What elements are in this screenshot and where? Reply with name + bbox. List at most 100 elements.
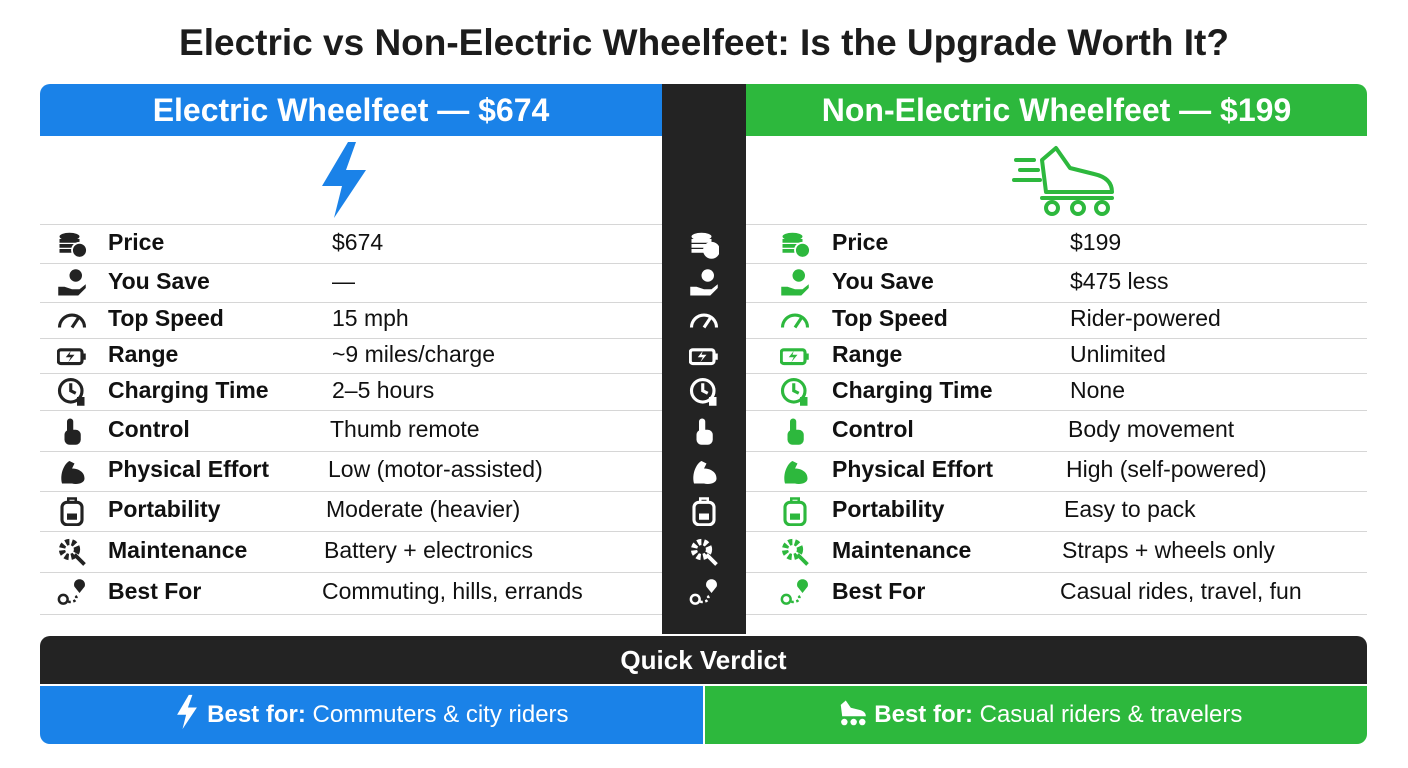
row-value: Easy to pack: [1064, 496, 1196, 522]
row-label: Physical Effort: [832, 456, 994, 482]
row-icon: [692, 497, 716, 526]
row-label: Control: [108, 415, 190, 442]
row-icon: [57, 579, 85, 605]
verdict-text: Casual riders & travelers: [979, 701, 1243, 728]
row-divider: [40, 614, 662, 615]
row-icon: [782, 232, 810, 259]
row-value: Moderate (heavier): [326, 496, 521, 522]
row-icon: [780, 377, 808, 406]
row-divider: [40, 531, 662, 532]
lightning-icon: [322, 142, 366, 218]
row-value: Battery + electronics: [324, 536, 534, 563]
row-label: Range: [832, 340, 903, 367]
non-electric-header: Non-Electric Wheelfeet — $199: [746, 84, 1367, 136]
row-divider: [40, 263, 662, 264]
row-label: Price: [832, 228, 889, 255]
row-icon: [784, 461, 808, 484]
row-label: Range: [108, 340, 179, 367]
row-divider: [746, 224, 1367, 225]
row-icon: [689, 313, 719, 329]
row-icon: [783, 497, 807, 526]
row-divider: [746, 373, 1367, 374]
verdict-bolt: [177, 694, 198, 730]
row-value: Casual rides, travel, fun: [1060, 578, 1302, 604]
row-value: $199: [1070, 228, 1122, 255]
row-icon: [57, 347, 86, 365]
row-label: Charging Time: [108, 376, 269, 403]
verdict-lead: Best for:: [874, 701, 973, 728]
row-value: Low (motor-assisted): [328, 456, 543, 482]
row-value: High (self-powered): [1066, 456, 1267, 482]
verdict-title: Quick Verdict: [40, 636, 1367, 684]
verdict-lead: Best for:: [207, 701, 306, 728]
row-label: You Save: [832, 267, 934, 294]
row-divider: [746, 451, 1367, 452]
row-icon: [787, 418, 804, 445]
row-label: Portability: [108, 496, 221, 522]
row-value: Thumb remote: [330, 415, 480, 442]
row-label: Portability: [832, 496, 945, 522]
row-icon: [780, 347, 809, 365]
row-divider: [40, 410, 662, 411]
row-divider: [746, 491, 1367, 492]
row-value: $674: [332, 228, 384, 255]
row-icon: [58, 268, 86, 295]
row-divider: [746, 338, 1367, 339]
row-divider: [746, 572, 1367, 573]
row-divider: [746, 263, 1367, 264]
row-divider: [746, 531, 1367, 532]
verdict-electric: Best for: Commuters & city riders: [40, 686, 703, 744]
row-icon: [690, 268, 718, 295]
row-label: Control: [832, 415, 914, 442]
row-value: Commuting, hills, errands: [322, 578, 583, 604]
row-icon: [689, 579, 717, 605]
row-value: 15 mph: [332, 305, 409, 331]
row-icon: [57, 377, 85, 406]
row-label: Price: [108, 228, 165, 255]
row-label: Best For: [108, 578, 202, 604]
row-icon: [57, 313, 87, 329]
row-icon: [689, 377, 717, 406]
row-label: Top Speed: [108, 305, 224, 331]
page-title: Electric vs Non-Electric Wheelfeet: Is t…: [179, 22, 1229, 63]
row-label: Charging Time: [832, 376, 993, 403]
verdict-skate: [840, 700, 866, 726]
row-label: Top Speed: [832, 305, 948, 331]
row-value: ~9 miles/charge: [332, 340, 495, 367]
row-divider: [40, 451, 662, 452]
row-divider: [40, 338, 662, 339]
row-icon: [64, 418, 81, 445]
row-icon: [690, 538, 718, 566]
row-divider: [40, 373, 662, 374]
row-divider: [40, 572, 662, 573]
row-icon: [781, 538, 809, 566]
row-icon: [58, 538, 86, 566]
row-icon: [781, 268, 809, 295]
row-icon: [689, 347, 718, 365]
row-label: Best For: [832, 578, 926, 604]
row-divider: [40, 224, 662, 225]
row-icon: [59, 232, 87, 259]
row-value: Rider-powered: [1070, 305, 1221, 331]
row-icon: [780, 313, 810, 329]
row-value: —: [332, 267, 355, 294]
row-value: Body movement: [1068, 415, 1235, 442]
row-divider: [746, 410, 1367, 411]
row-value: 2–5 hours: [332, 376, 435, 403]
row-value: Straps + wheels only: [1062, 536, 1275, 563]
row-icon: [780, 579, 808, 605]
electric-header: Electric Wheelfeet — $674: [40, 84, 662, 136]
row-icon: [60, 497, 84, 526]
row-divider: [746, 302, 1367, 303]
row-label: Maintenance: [108, 536, 248, 563]
row-icon: [693, 461, 717, 484]
skate-icon: [1012, 146, 1114, 216]
row-icon: [61, 461, 85, 484]
row-value: None: [1070, 376, 1125, 403]
row-label: Maintenance: [832, 536, 972, 563]
row-value: $475 less: [1070, 267, 1169, 294]
row-divider: [40, 302, 662, 303]
row-divider: [40, 491, 662, 492]
verdict-non-electric: Best for: Casual riders & travelers: [705, 686, 1367, 744]
